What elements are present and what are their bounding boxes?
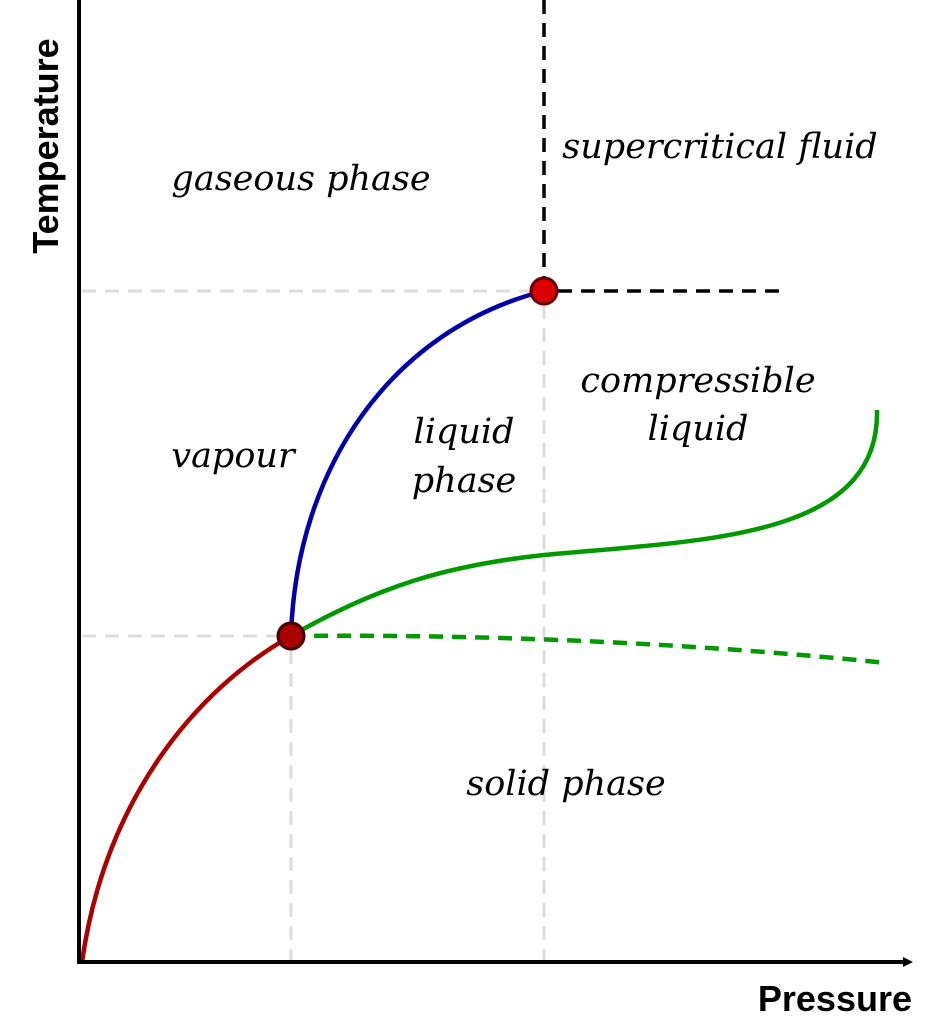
critical-point — [529, 276, 559, 306]
anomalous-melting-curve — [290, 633, 888, 666]
gaseous-phase-label: gaseous phase — [171, 159, 430, 199]
compressible-liquid-label-1: compressible — [580, 361, 815, 401]
solid-phase-label: solid phase — [466, 764, 665, 804]
triple-point — [276, 621, 306, 651]
x-axis-label: Pressure — [758, 978, 912, 1019]
supercritical-fluid-label: supercritical fluid — [562, 127, 877, 167]
liquid-phase-label-2: phase — [412, 461, 517, 501]
vapour-label: vapour — [171, 436, 297, 476]
sublimation-curve — [79, 634, 293, 963]
compressible-liquid-label-2: liquid — [648, 409, 749, 449]
vaporization-curve — [288, 288, 545, 637]
melting-curve — [289, 409, 880, 638]
liquid-phase-label-1: liquid — [414, 412, 515, 452]
y-axis-label: Temperature — [25, 38, 66, 253]
